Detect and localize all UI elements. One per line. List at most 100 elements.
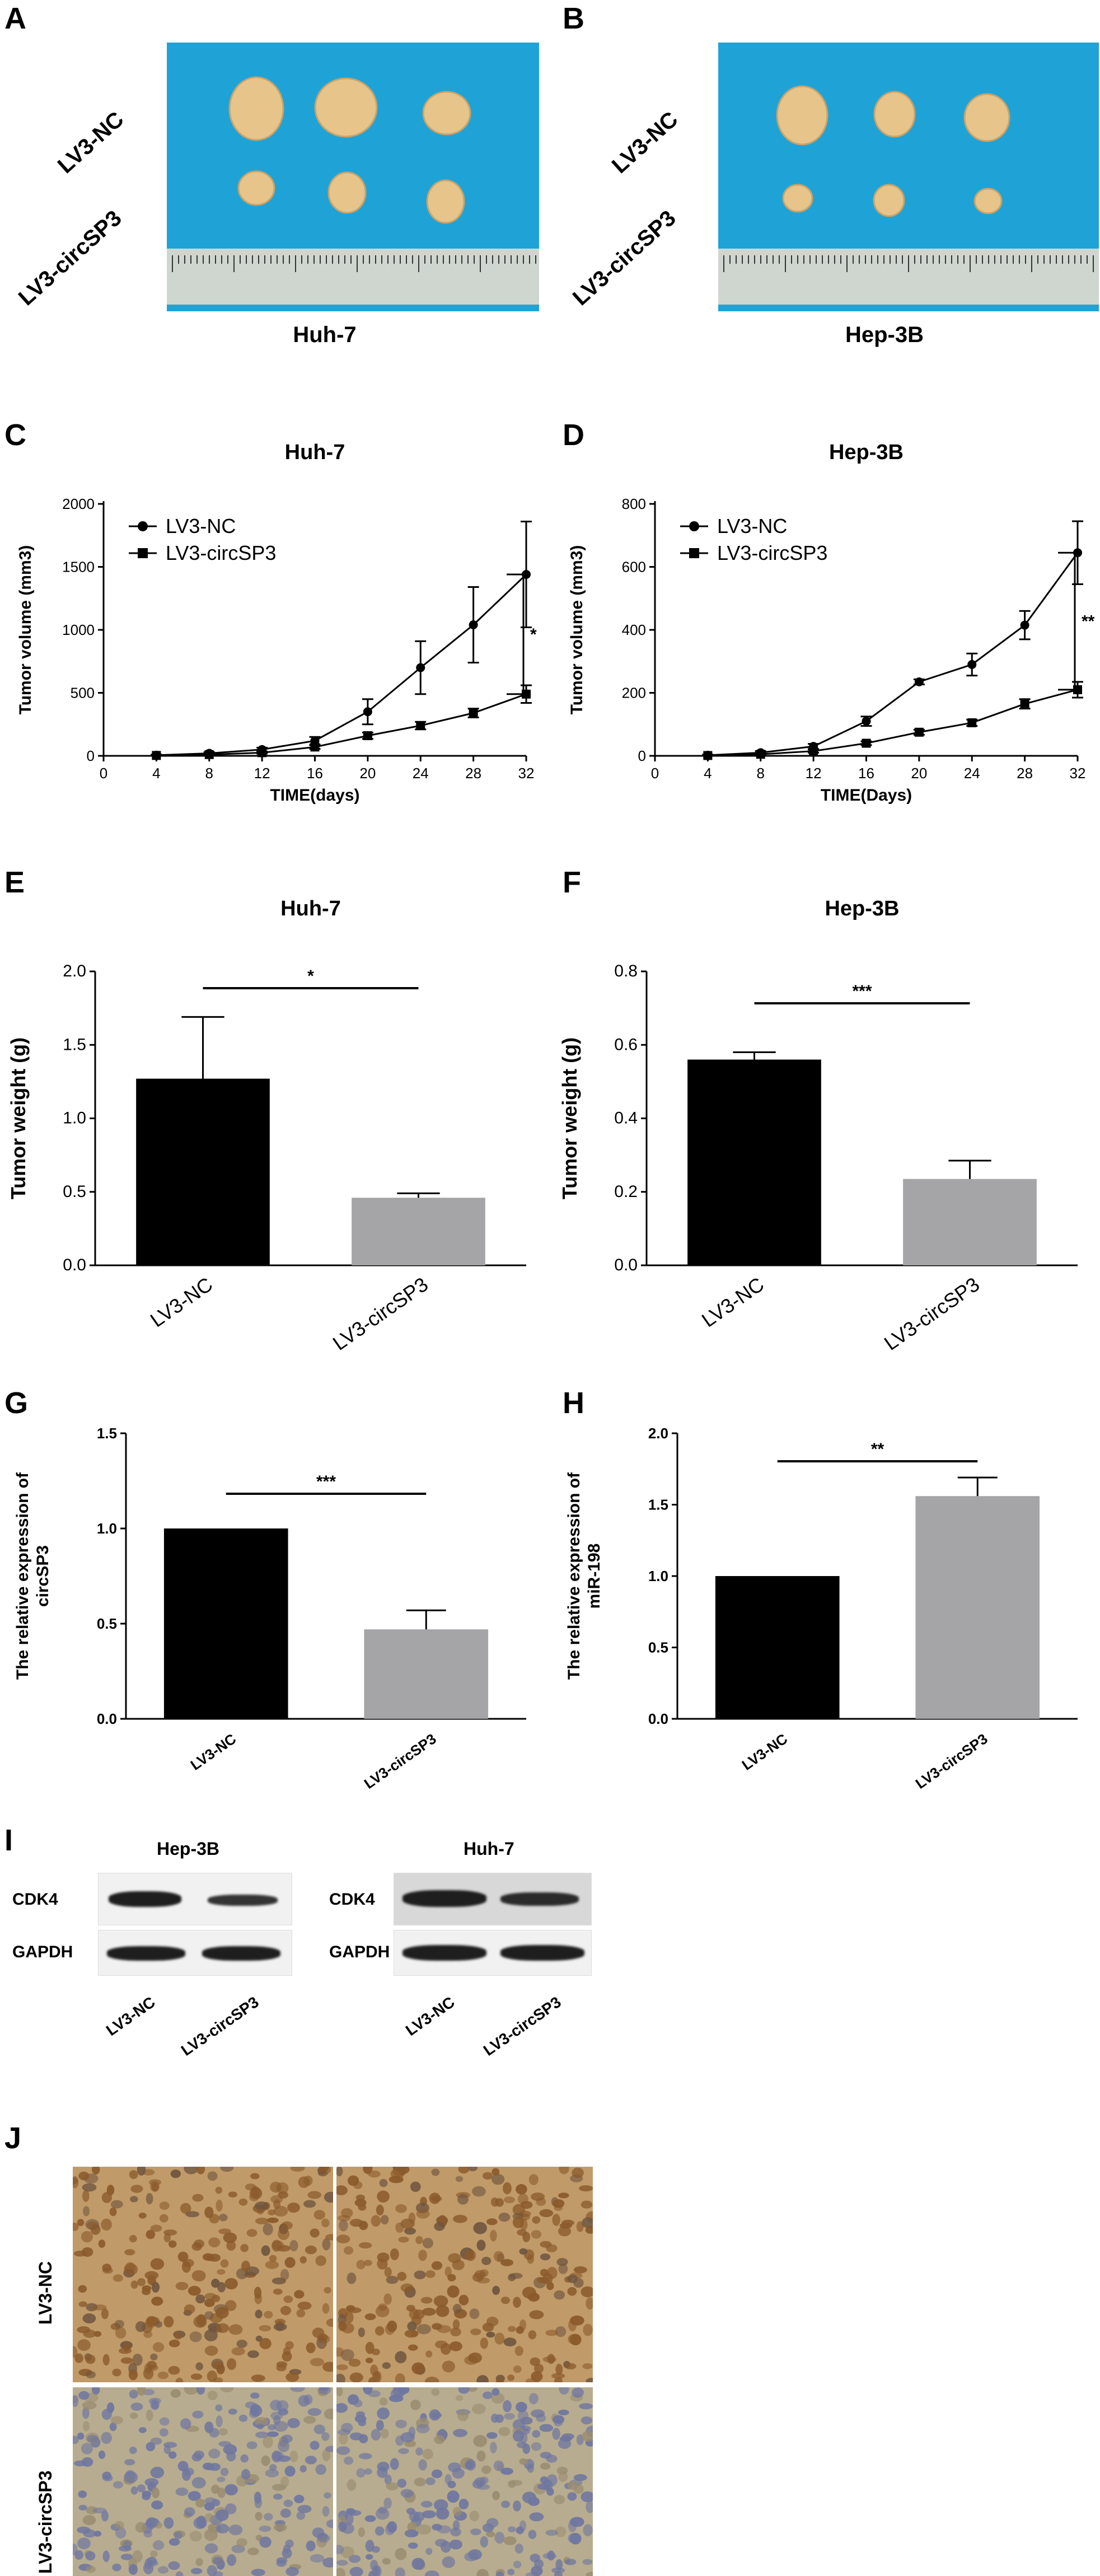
nucleus bbox=[447, 2490, 460, 2503]
nucleus bbox=[175, 2571, 184, 2576]
nucleus bbox=[285, 2372, 299, 2382]
y-axis-label: Tumor weight (g) bbox=[7, 1037, 30, 1199]
nucleus bbox=[305, 2456, 317, 2465]
nucleus bbox=[409, 2511, 420, 2522]
series-line bbox=[156, 693, 527, 756]
blot-row-gapdh-hep3b: GAPDH bbox=[12, 1943, 73, 1961]
nucleus bbox=[404, 2227, 416, 2235]
nucleus bbox=[246, 2229, 258, 2237]
nucleus bbox=[299, 2465, 307, 2473]
y-tick-label: 1.5 bbox=[97, 1425, 117, 1442]
x-tick-label: 4 bbox=[152, 765, 160, 782]
nucleus bbox=[184, 2304, 195, 2314]
nucleus bbox=[508, 2526, 516, 2532]
nucleus bbox=[280, 2269, 289, 2281]
nucleus bbox=[205, 2255, 215, 2261]
nucleus bbox=[254, 2497, 263, 2508]
nucleus bbox=[390, 2388, 405, 2399]
nucleus bbox=[572, 2167, 584, 2178]
nucleus bbox=[528, 2530, 537, 2539]
nucleus bbox=[261, 2245, 270, 2256]
significance-label: * bbox=[307, 967, 314, 985]
ihc-nc-2-cells bbox=[336, 2167, 593, 2382]
nucleus bbox=[73, 2346, 78, 2358]
nucleus bbox=[508, 2480, 516, 2488]
nucleus bbox=[336, 2403, 348, 2413]
nucleus bbox=[287, 2418, 300, 2428]
nucleus bbox=[386, 2482, 399, 2491]
nucleus bbox=[98, 2240, 106, 2248]
nucleus bbox=[453, 2429, 467, 2437]
nucleus bbox=[82, 2183, 97, 2192]
nucleus bbox=[106, 2402, 115, 2414]
chart-tumor-volume-hep3b: Hep-3B 0 200 400 600 800 0 4 8 12 16 20 24 28 32 TIME(D… bbox=[568, 441, 1095, 805]
nucleus bbox=[175, 2282, 189, 2290]
nucleus bbox=[433, 2499, 448, 2511]
tumor-circ-2 bbox=[327, 171, 367, 214]
nucleus bbox=[269, 2255, 277, 2262]
nucleus bbox=[278, 2440, 290, 2452]
nucleus bbox=[128, 2369, 138, 2381]
nucleus bbox=[476, 2451, 486, 2462]
nucleus bbox=[297, 2505, 312, 2513]
nucleus bbox=[581, 2286, 593, 2298]
nucleus bbox=[77, 2432, 85, 2440]
band-cdk4-circ bbox=[500, 1892, 579, 1906]
nucleus bbox=[467, 2167, 478, 2172]
nucleus bbox=[425, 2350, 433, 2358]
nucleus bbox=[261, 2455, 270, 2466]
nucleus bbox=[129, 2170, 138, 2179]
chart-title: Huh-7 bbox=[285, 441, 345, 464]
x-tick-label: 8 bbox=[205, 765, 213, 782]
nucleus bbox=[340, 2546, 354, 2558]
y-tick-label: 0.5 bbox=[648, 1639, 668, 1656]
nucleus bbox=[537, 2483, 550, 2490]
bar bbox=[903, 1179, 1037, 1265]
nucleus bbox=[170, 2170, 181, 2178]
nucleus bbox=[404, 2330, 419, 2338]
y-tick-label: 2000 bbox=[62, 495, 95, 512]
nucleus bbox=[113, 2481, 123, 2489]
nucleus bbox=[77, 2339, 91, 2351]
ruler-ticks bbox=[172, 255, 536, 272]
legend-marker bbox=[689, 548, 699, 558]
nucleus bbox=[385, 2523, 395, 2536]
nucleus bbox=[130, 2413, 138, 2419]
x-tick-label: 16 bbox=[858, 765, 874, 782]
nucleus bbox=[364, 2260, 372, 2266]
nucleus bbox=[380, 2215, 389, 2225]
nucleus bbox=[297, 2302, 312, 2310]
data-point bbox=[363, 731, 372, 740]
nucleus bbox=[437, 2325, 451, 2334]
x-tick-label: 24 bbox=[964, 765, 980, 782]
nucleus bbox=[567, 2492, 577, 2501]
y-tick-label: 1500 bbox=[62, 559, 95, 576]
nucleus bbox=[264, 2311, 273, 2319]
nucleus bbox=[194, 2239, 205, 2248]
nucleus bbox=[227, 2554, 237, 2566]
nucleus bbox=[336, 2373, 345, 2382]
nucleus bbox=[151, 2487, 160, 2499]
nucleus bbox=[537, 2277, 550, 2284]
nucleus bbox=[586, 2297, 593, 2309]
tumor-circ-3 bbox=[973, 188, 1003, 214]
nucleus bbox=[556, 2466, 568, 2475]
nucleus bbox=[465, 2252, 474, 2260]
nucleus bbox=[492, 2388, 500, 2396]
nucleus bbox=[356, 2468, 366, 2478]
nucleus bbox=[147, 2560, 158, 2566]
tumor-circ-1 bbox=[237, 170, 275, 206]
nucleus bbox=[114, 2521, 124, 2530]
band-gapdh-circ bbox=[202, 1946, 280, 1961]
nucleus bbox=[189, 2531, 202, 2542]
nucleus bbox=[495, 2571, 504, 2576]
nucleus bbox=[559, 2223, 572, 2229]
nucleus bbox=[163, 2233, 171, 2242]
nucleus bbox=[138, 2427, 147, 2433]
caption-hep3b: Hep-3B bbox=[845, 322, 924, 347]
nucleus bbox=[371, 2215, 381, 2227]
nucleus bbox=[177, 2461, 189, 2471]
nucleus bbox=[74, 2353, 83, 2363]
significance-bracket bbox=[1058, 551, 1076, 691]
y-tick-label: 0.5 bbox=[63, 1182, 86, 1201]
